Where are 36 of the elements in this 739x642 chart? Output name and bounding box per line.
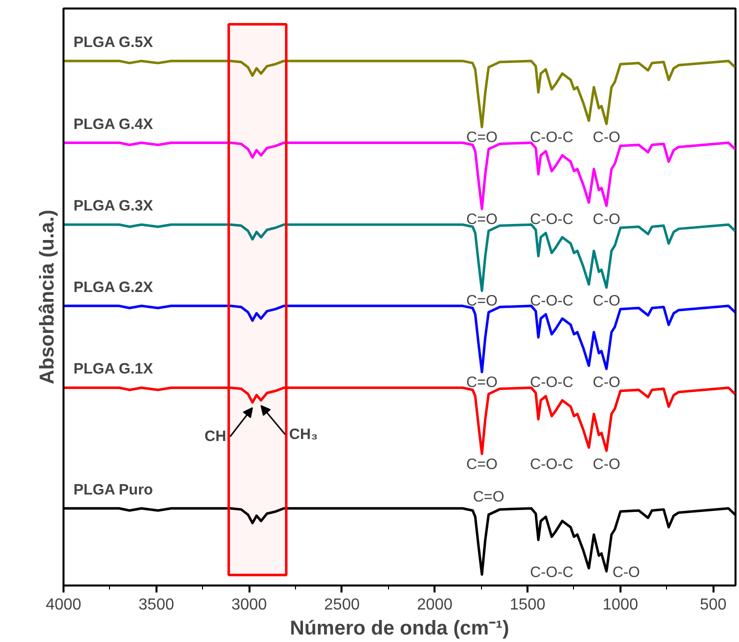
x-tick-label: 1000 (602, 596, 638, 614)
x-tick-label: 4000 (46, 596, 82, 614)
annotation: CH (204, 428, 226, 446)
annotation: C-O-C (530, 292, 574, 310)
x-tick-label: 3500 (138, 596, 174, 614)
annotation: C-O (592, 292, 620, 310)
y-axis-title: Absorbância (u.a.) (36, 210, 58, 384)
series-label: PLGA G.2X (74, 278, 153, 296)
series-label: PLGA Puro (74, 481, 153, 498)
x-axis-title: Número de onda (cm⁻¹) (290, 618, 510, 640)
x-tick-label: 500 (700, 596, 727, 614)
annotation: C-O-C (530, 129, 574, 146)
annotation: C-O (592, 456, 620, 473)
annotation: C=O (466, 374, 498, 392)
series-label: PLGA G.3X (74, 198, 153, 215)
annotation: C-O-C (530, 210, 574, 228)
series-label: PLGA G.4X (74, 116, 153, 133)
annotation: CH₃ (289, 426, 318, 443)
annotation: C=O (466, 129, 498, 146)
x-tick-label: 3000 (231, 596, 268, 614)
annotation: C-O (592, 374, 620, 392)
series-label: PLGA G.1X (74, 360, 153, 378)
annotation: C=O (466, 292, 498, 310)
annotation: C-O (592, 129, 620, 146)
series-label: PLGA G.5X (74, 34, 153, 51)
annotation: C=O (472, 488, 504, 506)
annotation: C=O (466, 456, 498, 473)
annotation: C-O (612, 564, 640, 581)
annotation: C=O (466, 210, 498, 228)
x-tick-label: 2000 (416, 596, 453, 614)
x-tick-label: 1500 (510, 596, 546, 614)
annotation: C-O-C (530, 374, 574, 392)
annotation: C-O-C (530, 564, 574, 581)
annotation: C-O-C (530, 456, 574, 473)
x-tick-label: 2500 (324, 596, 360, 614)
annotation: C-O (592, 210, 620, 228)
